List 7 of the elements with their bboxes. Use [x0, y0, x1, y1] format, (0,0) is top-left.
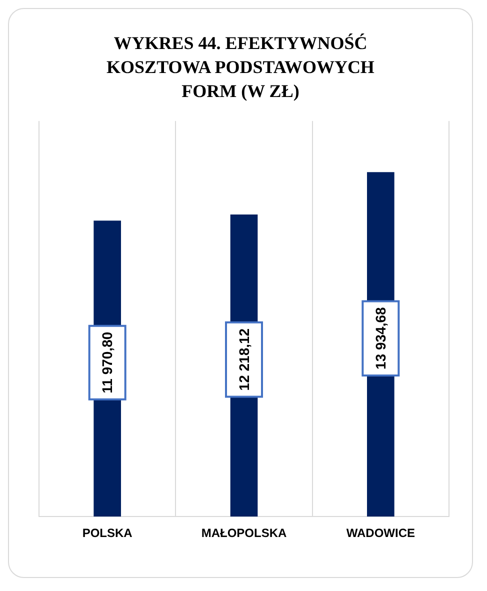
- x-tick-label: POLSKA: [82, 526, 133, 540]
- x-tick-label: MAŁOPOLSKA: [201, 526, 287, 540]
- data-label: 12 218,12: [236, 328, 252, 391]
- data-label: 11 970,80: [99, 332, 116, 394]
- data-label: 13 934,68: [372, 306, 389, 370]
- x-tick-label: WADOWICE: [346, 526, 416, 540]
- chart-title: WYKRES 44. EFEKTYWNOŚĆ KOSZTOWA PODSTAWOWYCH FORM (W ZŁ): [106, 32, 376, 103]
